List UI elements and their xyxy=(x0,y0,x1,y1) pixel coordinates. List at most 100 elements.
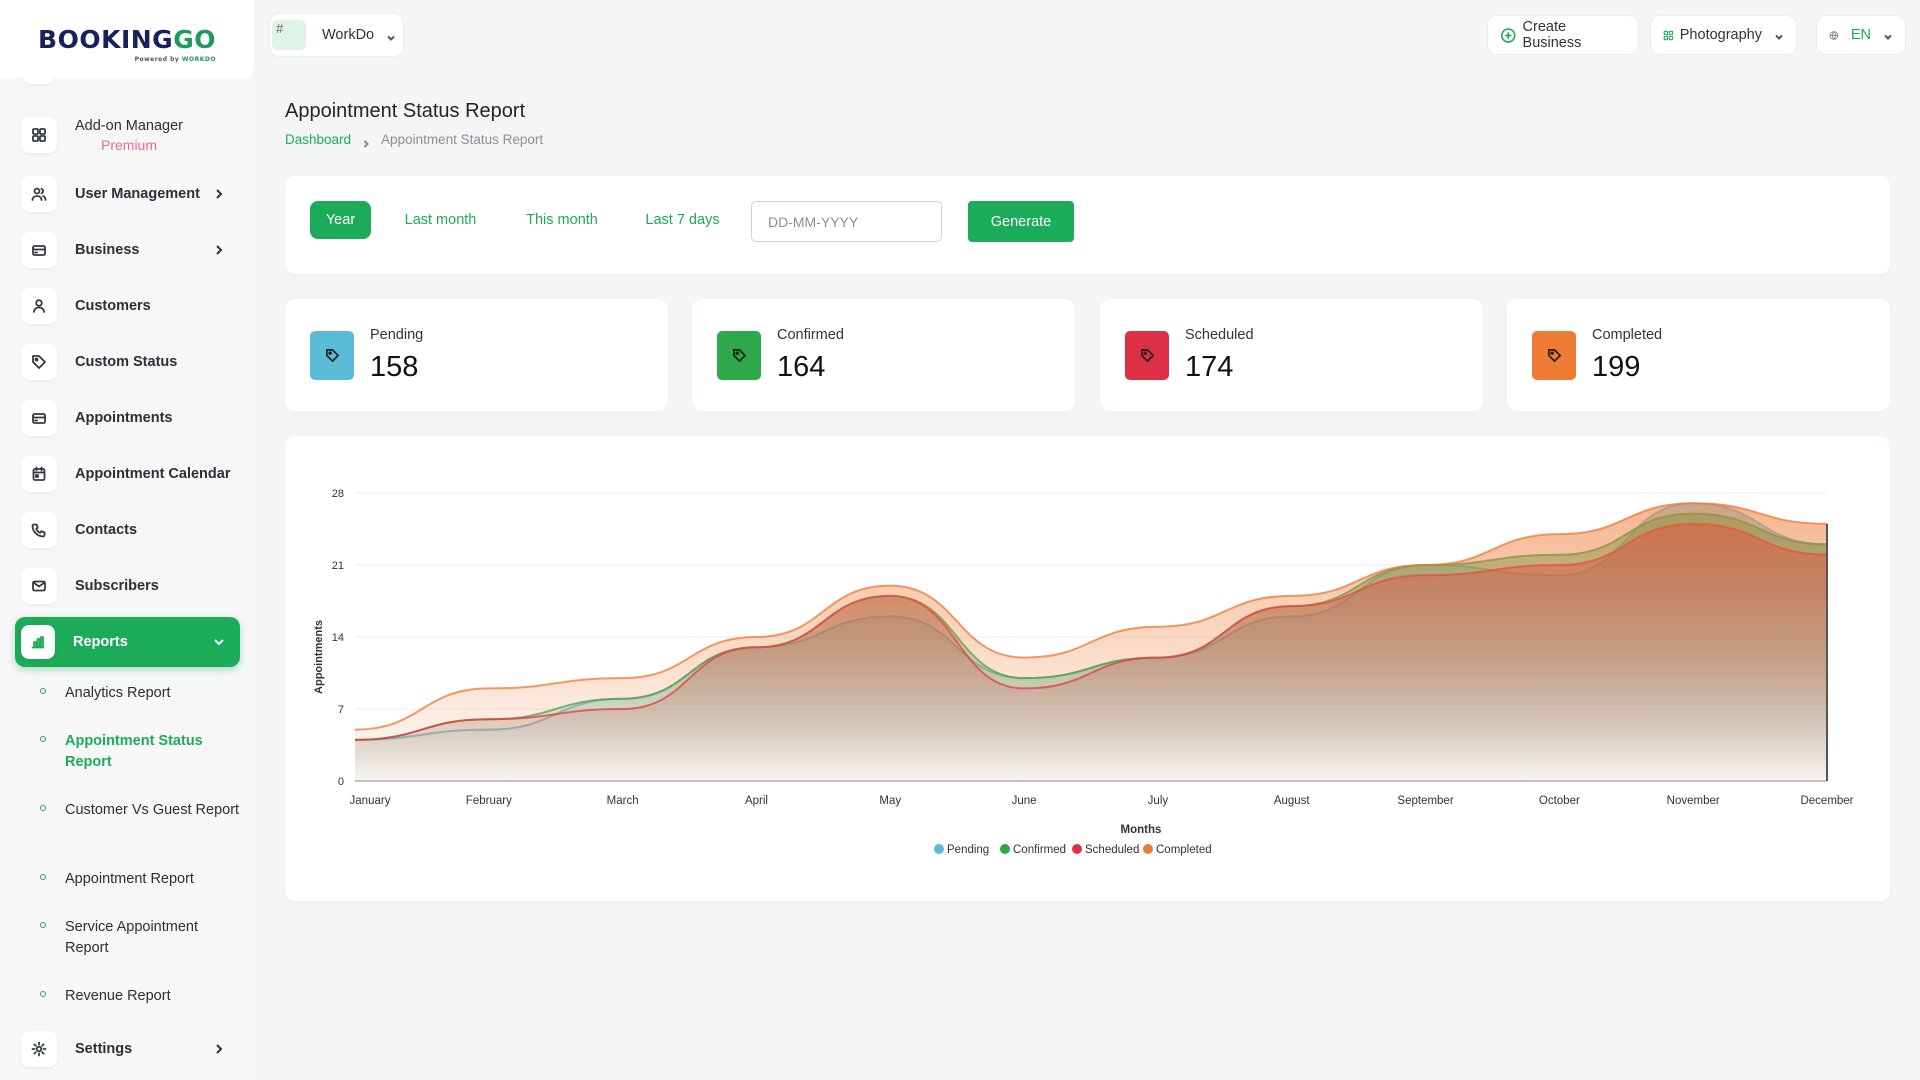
tag-icon xyxy=(1125,331,1169,380)
sidebar-item-settings[interactable]: Settings xyxy=(15,1025,240,1073)
chevron-right-icon xyxy=(212,243,226,257)
legend-marker-completed[interactable] xyxy=(1143,844,1153,854)
logo-main-text: BOOKING xyxy=(38,24,174,54)
submenu-item-appointment-report[interactable]: Appointment Report xyxy=(40,869,245,890)
submenu-item-label: Customer Vs Guest Report xyxy=(65,802,240,818)
tag-icon xyxy=(717,331,761,380)
legend-label-pending[interactable]: Pending xyxy=(947,844,989,856)
sidebar-item-label: Business xyxy=(75,242,140,258)
sidebar-item-addon-manager[interactable]: Add-on Manager Premium xyxy=(15,110,240,160)
sidebar-item-business[interactable]: Business xyxy=(15,226,240,274)
sidebar-item-appointment-calendar[interactable]: Appointment Calendar xyxy=(15,450,240,498)
chevron-down-icon xyxy=(386,30,396,41)
filter-last-7-days-button[interactable]: Last 7 days xyxy=(645,212,720,228)
filter-year-button[interactable]: Year xyxy=(310,201,371,239)
language-label: EN xyxy=(1850,27,1871,43)
legend-label-scheduled[interactable]: Scheduled xyxy=(1085,844,1139,856)
submenu-item-label: Analytics Report xyxy=(65,685,171,701)
submenu-item-analytics-report[interactable]: Analytics Report xyxy=(40,683,245,704)
sidebar-item-label: Contacts xyxy=(75,522,138,538)
stat-card-scheduled: Scheduled 174 xyxy=(1100,299,1483,411)
phone-icon xyxy=(21,512,57,548)
submenu-item-label: Appointment Report xyxy=(65,871,194,887)
chevron-down-icon xyxy=(1774,30,1784,40)
bullet-icon xyxy=(40,874,46,880)
sidebar-item-label: Custom Status xyxy=(75,354,178,370)
sidebar-item-label: User Management xyxy=(75,186,200,202)
sidebar-item-label: Add-on Manager xyxy=(75,117,184,134)
premium-badge: Premium xyxy=(101,136,158,153)
breadcrumb-dashboard-link[interactable]: Dashboard xyxy=(285,132,352,147)
submenu-item-label: Appointment Status Report xyxy=(65,733,203,770)
chevron-down-icon xyxy=(212,635,226,649)
legend-label-completed[interactable]: Completed xyxy=(1156,844,1212,856)
x-tick-label: April xyxy=(745,795,768,807)
y-tick-label: 14 xyxy=(332,632,344,644)
grid-icon xyxy=(21,117,57,153)
sidebar-item-customers[interactable]: Customers xyxy=(15,282,240,330)
tag-icon xyxy=(21,344,57,380)
legend-marker-confirmed[interactable] xyxy=(1000,844,1010,854)
stat-label: Completed xyxy=(1592,327,1663,343)
submenu-item-appointment-status-report[interactable]: Appointment Status Report xyxy=(40,731,245,773)
filter-this-month-button[interactable]: This month xyxy=(526,212,598,228)
filter-last-month-button[interactable]: Last month xyxy=(404,212,477,228)
business-select[interactable]: Photography xyxy=(1650,15,1797,55)
bullet-icon xyxy=(40,922,46,928)
submenu-item-label: Service Appointment Report xyxy=(65,919,198,956)
page-title: Appointment Status Report xyxy=(285,100,526,122)
stat-value: 164 xyxy=(777,351,826,383)
logo[interactable]: BOOKINGGO Powered by WORKDO xyxy=(0,0,254,78)
legend-label-confirmed[interactable]: Confirmed xyxy=(1013,844,1066,856)
legend-marker-pending[interactable] xyxy=(934,844,944,854)
bullet-icon xyxy=(40,688,46,694)
submenu-item-service-appointment-report[interactable]: Service Appointment Report xyxy=(40,917,245,959)
y-tick-label: 28 xyxy=(332,488,344,500)
workspace-image: # xyxy=(272,20,306,50)
tag-icon xyxy=(1532,331,1576,380)
sidebar-item-label: Customers xyxy=(75,298,151,314)
submenu-item-customer-vs-guest-report[interactable]: Customer Vs Guest Report xyxy=(40,800,245,821)
users-icon xyxy=(21,176,57,212)
generate-button[interactable]: Generate xyxy=(968,201,1074,242)
calendar-icon xyxy=(21,456,57,492)
date-input[interactable] xyxy=(751,201,942,242)
sidebar-item-label: Subscribers xyxy=(75,578,159,594)
filter-card xyxy=(285,176,1890,274)
logo-go-text: GO xyxy=(173,24,216,54)
sidebar-item-label: Reports xyxy=(73,634,128,650)
y-tick-label: 21 xyxy=(332,560,344,572)
stat-card-completed: Completed 199 xyxy=(1507,299,1890,411)
x-tick-label: December xyxy=(1800,795,1853,807)
submenu-item-revenue-report[interactable]: Revenue Report xyxy=(40,986,245,1007)
user-icon xyxy=(21,288,57,324)
globe-icon xyxy=(1829,30,1839,40)
x-axis-title: Months xyxy=(1121,824,1162,836)
business-select-label: Photography xyxy=(1679,27,1762,43)
stat-card-pending: Pending 158 xyxy=(285,299,668,411)
create-business-button[interactable]: Create Business xyxy=(1487,15,1639,55)
x-tick-label: September xyxy=(1397,795,1453,807)
sidebar-item-contacts[interactable]: Contacts xyxy=(15,506,240,554)
sidebar-item-label: Appointment Calendar xyxy=(75,466,231,482)
sidebar-item-reports[interactable]: Reports xyxy=(15,617,240,667)
y-tick-label: 0 xyxy=(338,776,344,788)
chevron-right-icon xyxy=(212,1042,226,1056)
chevron-down-icon xyxy=(1883,30,1893,40)
sidebar-item-user-management[interactable]: User Management xyxy=(15,170,240,218)
sidebar-item-appointments[interactable]: Appointments xyxy=(15,394,240,442)
sidebar-item-custom-status[interactable]: Custom Status xyxy=(15,338,240,386)
sidebar: Add-on Manager Premium User Management B… xyxy=(0,0,254,1080)
legend-marker-scheduled[interactable] xyxy=(1072,844,1082,854)
language-select[interactable]: EN xyxy=(1816,15,1906,55)
breadcrumb-current: Appointment Status Report xyxy=(381,132,544,147)
series-line-completed xyxy=(354,502,1828,731)
sidebar-item-label: Settings xyxy=(75,1041,133,1057)
gear-icon xyxy=(21,1031,57,1067)
breadcrumb: Dashboard Appointment Status Report xyxy=(285,132,544,148)
brand-logo: BOOKINGGO Powered by WORKDO xyxy=(38,24,216,63)
mail-icon xyxy=(21,568,57,604)
workspace-selector[interactable]: # WorkDo xyxy=(269,13,404,57)
stat-label: Confirmed xyxy=(777,327,844,343)
sidebar-item-subscribers[interactable]: Subscribers xyxy=(15,562,240,610)
